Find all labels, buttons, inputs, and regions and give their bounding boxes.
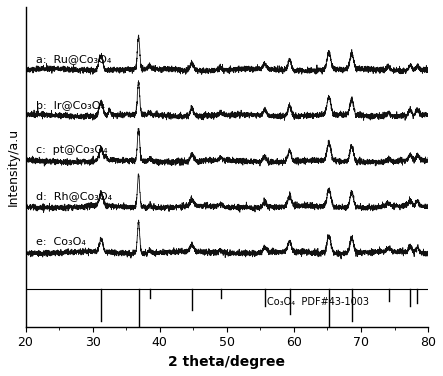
X-axis label: 2 theta/degree: 2 theta/degree [168, 355, 285, 369]
Text: b:  Ir@Co₃O₄: b: Ir@Co₃O₄ [35, 100, 105, 110]
Text: d:  Rh@Co₃O₄: d: Rh@Co₃O₄ [35, 191, 112, 201]
Text: Co₃O₄  PDF#43-1003: Co₃O₄ PDF#43-1003 [267, 297, 369, 307]
Y-axis label: Intensity/a.u: Intensity/a.u [7, 128, 20, 206]
Text: c:  pt@Co₃O₄: c: pt@Co₃O₄ [35, 146, 107, 155]
Text: e:  Co₃O₄: e: Co₃O₄ [35, 237, 85, 247]
Text: a:  Ru@Co₃O₄: a: Ru@Co₃O₄ [35, 54, 111, 64]
